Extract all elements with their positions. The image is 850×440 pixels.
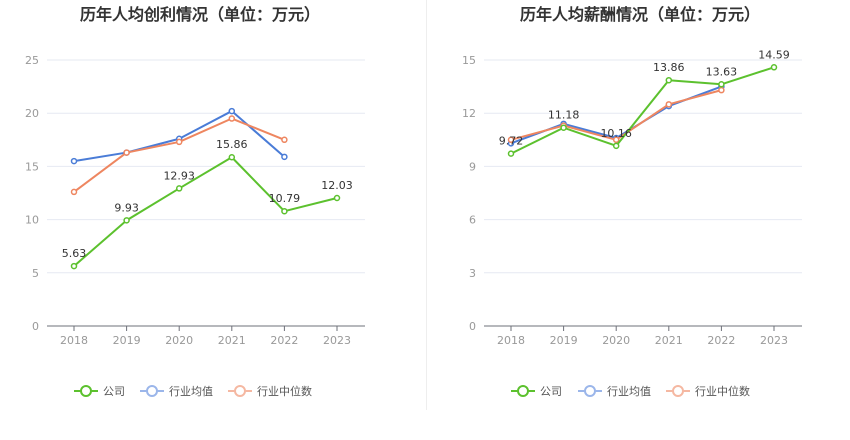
- y-tick-label: 20: [25, 107, 39, 120]
- data-label: 13.86: [653, 61, 685, 74]
- y-tick-label: 15: [25, 160, 39, 173]
- data-point: [507, 150, 515, 157]
- series-line-0: [510, 66, 775, 155]
- legend-label: 行业均值: [169, 385, 213, 398]
- data-label: 11.18: [548, 109, 580, 122]
- y-tick-label: 0: [469, 320, 476, 333]
- panel-divider: [426, 0, 427, 410]
- data-point: [281, 136, 288, 144]
- chart-group: 历年人均创利情况（单位：万元） 0 5 10 15 20 25 2018 2019 2020 202…: [25, 5, 365, 398]
- data-point: [665, 101, 673, 108]
- data-point: [70, 157, 78, 165]
- data-point: [70, 188, 78, 196]
- data-label: 13.63: [706, 65, 738, 78]
- y-tick-label: 15: [462, 54, 476, 67]
- data-point: [612, 136, 620, 144]
- data-point: [123, 149, 130, 156]
- x-tick-label: 2023: [760, 334, 788, 347]
- legend-label: 行业中位数: [257, 384, 312, 398]
- data-label: 10.79: [269, 192, 301, 205]
- data-point: [718, 86, 725, 94]
- data-point: [228, 115, 236, 122]
- x-tick-label: 2020: [165, 334, 193, 347]
- legend-label: 行业中位数: [695, 384, 750, 398]
- x-tick-label: 2020: [602, 334, 630, 347]
- salary-per-employee-chart: 历年人均薪酬情况（单位：万元） 0 3 6 9 12 15 2018 2019 2020 2021 2…: [462, 5, 802, 398]
- y-tick-label: 5: [32, 267, 39, 280]
- y-tick-label: 0: [32, 320, 39, 333]
- legend-label: 行业均值: [607, 385, 651, 398]
- legend-marker: [517, 385, 529, 397]
- legend-marker: [672, 385, 684, 397]
- chart-title: 历年人均创利情况（单位：万元）: [80, 5, 320, 24]
- y-tick-label: 25: [25, 54, 39, 67]
- y-tick-label: 3: [469, 267, 476, 280]
- data-point: [718, 81, 725, 88]
- data-point: [228, 107, 236, 115]
- chart-title: 历年人均薪酬情况（单位：万元）: [520, 5, 760, 24]
- y-tick-label: 12: [462, 107, 476, 120]
- data-point: [175, 138, 183, 146]
- x-tick-label: 2022: [270, 334, 298, 347]
- data-point: [175, 185, 183, 192]
- profit-per-employee-chart: 历年人均创利情况（单位：万元） 0 5 10 15 20 25 2018 2019 2020 202…: [25, 5, 365, 398]
- data-point: [123, 217, 130, 224]
- series-line-0: [73, 156, 338, 267]
- data-label: 14.59: [758, 48, 790, 61]
- data-label: 5.63: [62, 247, 87, 260]
- data-point: [560, 124, 567, 131]
- legend-marker: [234, 385, 246, 397]
- data-label: 12.03: [321, 179, 353, 192]
- data-point: [281, 153, 288, 161]
- data-label: 15.86: [216, 138, 248, 151]
- x-tick-label: 2022: [707, 334, 735, 347]
- data-point: [70, 262, 78, 270]
- x-tick-label: 2019: [550, 334, 578, 347]
- legend-label: 公司: [103, 385, 125, 398]
- data-point: [333, 194, 341, 202]
- x-tick-label: 2023: [323, 334, 351, 347]
- legend-marker: [146, 385, 158, 397]
- chart-panel-profit-per-employee: 历年人均创利情况（单位：万元） 0 5 10 15 20 25 2018 2019 2020 202…: [0, 0, 425, 436]
- data-point: [281, 207, 288, 215]
- x-tick-label: 2019: [113, 334, 141, 347]
- chart-group: 历年人均薪酬情况（单位：万元） 0 3 6 9 12 15 2018 2019 2020 2021 2…: [462, 5, 802, 398]
- legend-label: 公司: [540, 385, 562, 398]
- data-label: 12.93: [163, 169, 195, 182]
- data-label: 9.72: [499, 135, 524, 148]
- data-point: [770, 64, 778, 71]
- data-point: [507, 136, 515, 144]
- y-tick-label: 6: [469, 214, 476, 227]
- legend-marker: [584, 385, 596, 397]
- data-point: [665, 76, 673, 84]
- x-tick-label: 2018: [497, 334, 525, 347]
- x-tick-label: 2018: [60, 334, 88, 347]
- data-point: [612, 142, 620, 150]
- x-tick-label: 2021: [218, 334, 246, 347]
- chart-panel-salary-per-employee: 历年人均薪酬情况（单位：万元） 0 3 6 9 12 15 2018 2019 2020 2021 2…: [425, 0, 850, 436]
- data-point: [228, 153, 236, 161]
- data-label: 9.93: [114, 201, 139, 214]
- data-label: 10.16: [600, 127, 632, 140]
- y-tick-label: 10: [25, 214, 39, 227]
- x-tick-label: 2021: [655, 334, 683, 347]
- legend-marker: [80, 385, 92, 397]
- y-tick-label: 9: [469, 160, 476, 173]
